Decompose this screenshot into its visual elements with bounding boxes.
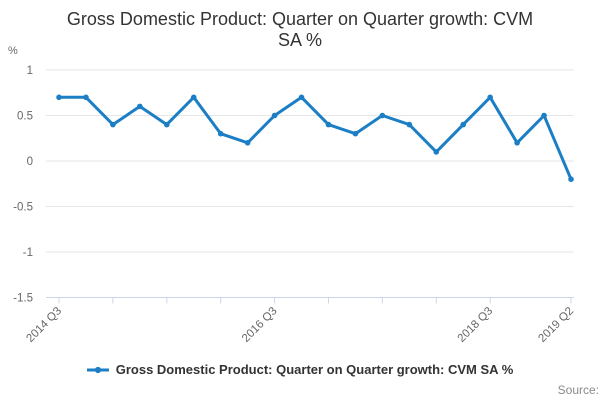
data-point-marker — [541, 112, 547, 119]
x-tick-label: 2014 Q3 — [24, 305, 64, 345]
chart-title-line1: Gross Domestic Product: Quarter on Quart… — [66, 9, 534, 29]
y-tick-label: 0.5 — [17, 111, 33, 123]
x-tick-label: 2018 Q3 — [456, 305, 496, 345]
y-tick-label: -1 — [23, 247, 33, 259]
legend-item[interactable]: Gross Domestic Product: Quarter on Quart… — [0, 362, 600, 377]
chart-title: Gross Domestic Product: Quarter on Quart… — [0, 9, 600, 51]
series-line — [57, 95, 573, 181]
data-point-marker — [433, 149, 440, 155]
data-point-marker — [298, 94, 305, 101]
data-point-marker — [137, 103, 143, 110]
data-point-marker — [190, 94, 197, 101]
data-point-marker — [244, 140, 251, 146]
y-tick-label: -0.5 — [13, 202, 33, 214]
chart-title-line2: SA % — [277, 30, 323, 50]
data-point-marker — [325, 121, 332, 128]
data-point-marker — [379, 112, 386, 119]
data-point-marker — [271, 112, 278, 119]
y-tick-label: 1 — [27, 65, 33, 77]
data-point-marker — [163, 121, 170, 128]
x-tick-label: 2016 Q3 — [240, 305, 280, 345]
data-point-marker — [514, 140, 520, 146]
y-tick-label: -1.5 — [13, 293, 33, 305]
data-point-marker — [110, 121, 116, 128]
y-tick-label: 0 — [27, 156, 33, 168]
data-point-marker — [217, 130, 224, 137]
legend-label: Gross Domestic Product: Quarter on Quart… — [115, 362, 514, 377]
data-point-marker — [460, 121, 467, 128]
data-point-marker — [406, 121, 413, 128]
data-point-marker — [352, 130, 359, 137]
data-point-marker — [56, 94, 62, 101]
legend-line-marker-icon — [86, 365, 109, 375]
x-tick-label: 2019 Q2 — [536, 305, 576, 345]
data-point-marker — [83, 94, 89, 101]
source-label: Source: — [557, 383, 599, 397]
data-point-marker — [487, 94, 493, 101]
y-axis-unit-label: % — [8, 45, 18, 57]
data-point-marker — [568, 176, 574, 182]
